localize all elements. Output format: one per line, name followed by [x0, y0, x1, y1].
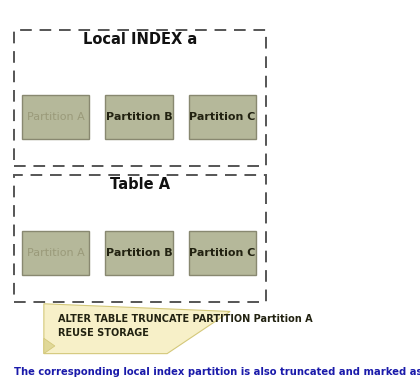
Text: ALTER TABLE TRUNCATE PARTITION Partition A: ALTER TABLE TRUNCATE PARTITION Partition… — [58, 314, 312, 324]
FancyBboxPatch shape — [105, 95, 173, 139]
FancyBboxPatch shape — [105, 231, 173, 275]
Text: Partition B: Partition B — [106, 248, 172, 258]
Text: Table A: Table A — [110, 177, 170, 193]
Polygon shape — [44, 338, 55, 354]
Text: Partition A: Partition A — [26, 112, 84, 122]
FancyBboxPatch shape — [189, 95, 256, 139]
Text: Partition B: Partition B — [106, 112, 172, 122]
Text: REUSE STORAGE: REUSE STORAGE — [58, 328, 148, 338]
Text: Local INDEX a: Local INDEX a — [83, 32, 197, 47]
Text: Partition C: Partition C — [189, 112, 256, 122]
Text: The corresponding local index partition is also truncated and marked as usable.: The corresponding local index partition … — [14, 367, 420, 377]
FancyBboxPatch shape — [22, 95, 89, 139]
FancyBboxPatch shape — [189, 231, 256, 275]
Polygon shape — [44, 304, 230, 354]
Text: Partition C: Partition C — [189, 248, 256, 258]
Text: Partition A: Partition A — [26, 248, 84, 258]
FancyBboxPatch shape — [22, 231, 89, 275]
